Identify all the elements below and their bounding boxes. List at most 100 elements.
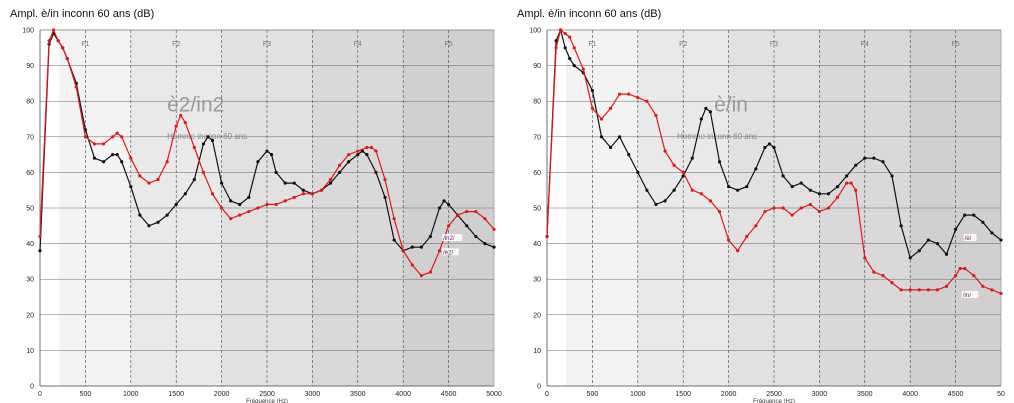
data-point xyxy=(437,206,442,210)
x-tick-label: 500 xyxy=(587,391,599,398)
data-point xyxy=(328,181,333,185)
y-tick-label: 90 xyxy=(26,63,34,70)
y-tick-label: 30 xyxy=(533,277,541,284)
annotation-box xyxy=(442,234,463,242)
data-point xyxy=(369,145,374,150)
data-point xyxy=(899,288,903,292)
data-point xyxy=(972,213,976,217)
series-line xyxy=(39,28,495,277)
y-tick-label: 0 xyxy=(30,384,34,391)
data-point xyxy=(799,181,803,185)
data-point xyxy=(47,39,51,43)
data-point xyxy=(917,249,921,253)
data-point xyxy=(365,153,369,157)
data-point xyxy=(627,153,631,157)
data-point xyxy=(826,192,831,196)
data-point xyxy=(111,135,115,139)
data-point xyxy=(781,206,785,210)
data-point xyxy=(935,242,940,246)
data-point xyxy=(854,188,858,192)
y-tick-label: 70 xyxy=(26,134,34,141)
x-tick-label: 1000 xyxy=(123,391,139,398)
series-line xyxy=(39,32,495,252)
y-tick-label: 20 xyxy=(533,312,541,319)
x-tick-label: 4500 xyxy=(441,391,457,398)
x-tick-label: 4000 xyxy=(902,391,918,398)
data-point xyxy=(826,206,831,210)
data-point xyxy=(990,231,994,235)
data-point xyxy=(401,249,405,253)
data-point xyxy=(745,185,749,189)
data-point xyxy=(754,224,758,228)
data-point xyxy=(201,142,206,146)
chart-watermark: è/in xyxy=(714,93,748,116)
data-point xyxy=(483,217,487,221)
data-point xyxy=(935,288,940,292)
data-point xyxy=(220,206,224,210)
data-point xyxy=(360,149,364,153)
data-point xyxy=(808,188,812,192)
data-point xyxy=(781,174,785,178)
data-point xyxy=(456,213,460,217)
data-point xyxy=(437,249,442,253)
formant-band-label: F1 xyxy=(588,41,596,48)
data-point xyxy=(392,217,396,221)
formant-band-label: F4 xyxy=(861,41,869,48)
formant-band-label: F4 xyxy=(354,41,362,48)
data-point xyxy=(156,177,160,182)
data-point xyxy=(101,142,106,146)
chart-subtitle: Homme inconn 60 ans xyxy=(677,132,757,141)
series-annotation: /è2/ xyxy=(443,250,453,256)
data-point xyxy=(817,209,821,214)
data-point xyxy=(410,245,414,249)
data-point xyxy=(736,188,740,192)
data-point xyxy=(256,160,260,164)
data-point xyxy=(981,284,985,288)
data-point xyxy=(845,181,849,185)
chart-title: Ampl. è/in inconn 60 ans (dB) xyxy=(10,8,155,20)
data-point xyxy=(708,110,713,114)
data-point xyxy=(356,149,360,153)
data-point xyxy=(111,153,115,157)
data-point xyxy=(563,46,567,50)
data-point xyxy=(206,135,210,139)
y-tick-label: 60 xyxy=(533,170,541,177)
data-point xyxy=(972,274,976,278)
data-point xyxy=(374,149,378,153)
data-point xyxy=(790,185,794,189)
data-point xyxy=(717,209,722,214)
x-tick-label: 0 xyxy=(38,391,42,398)
data-point xyxy=(926,238,930,242)
x-tick-label: 3000 xyxy=(305,391,321,398)
data-point xyxy=(881,274,885,278)
data-point xyxy=(881,160,885,164)
y-tick-label: 80 xyxy=(26,99,34,106)
data-point xyxy=(708,199,713,203)
data-point xyxy=(238,202,242,207)
data-point xyxy=(310,192,314,196)
formant-band-label: F2 xyxy=(172,41,180,48)
x-tick-label: 1000 xyxy=(630,391,646,398)
data-point xyxy=(963,266,967,271)
x-axis-title: Fréquence (Hz) xyxy=(246,399,288,403)
data-point xyxy=(645,99,649,103)
data-point xyxy=(899,224,903,228)
formant-band-label: F1 xyxy=(81,41,89,48)
x-tick-label: 1500 xyxy=(168,391,184,398)
data-point xyxy=(419,245,423,249)
formant-band-label: F5 xyxy=(445,41,453,48)
data-point xyxy=(474,234,478,239)
data-point xyxy=(790,213,794,217)
data-point xyxy=(120,135,124,139)
data-point xyxy=(545,234,549,239)
chart-title: Ampl. è/in inconn 60 ans (dB) xyxy=(517,8,662,20)
data-point xyxy=(954,227,958,231)
data-point xyxy=(554,46,558,50)
series-annotation: /in2/ xyxy=(443,236,455,242)
data-point xyxy=(890,281,894,285)
data-point xyxy=(890,174,894,178)
data-point xyxy=(654,202,658,207)
data-point xyxy=(92,156,97,160)
data-point xyxy=(419,274,423,278)
